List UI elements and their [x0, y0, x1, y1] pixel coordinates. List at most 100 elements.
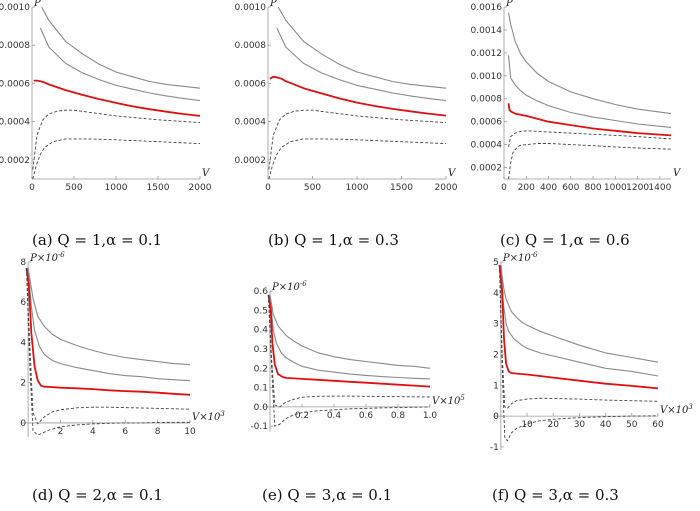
series-line-dashed: [508, 143, 672, 179]
x-tick-label: 0.4: [327, 411, 342, 421]
x-tick-label: 1500: [147, 183, 170, 193]
x-tick-label: 500: [304, 183, 321, 193]
series-line-gray: [269, 294, 431, 380]
x-axis-label: V×103: [660, 403, 693, 416]
series-line-red: [507, 103, 672, 137]
x-tick-label: 0: [265, 183, 271, 193]
y-tick-label: 0.0006: [471, 118, 503, 128]
y-tick-label: -1: [490, 443, 499, 453]
x-tick-label: 1500: [390, 183, 413, 193]
y-tick-label: 0.2: [254, 364, 268, 374]
y-tick-label: 0.4: [254, 326, 269, 336]
x-tick-label: 400: [540, 183, 557, 193]
x-axis-label: V: [448, 168, 457, 179]
x-tick-label: 1200: [626, 183, 649, 193]
caption-e: (e) Q = 3,α = 0.1: [262, 486, 392, 504]
series-line-dashed: [499, 265, 659, 442]
x-tick-label: 30: [574, 420, 586, 430]
x-axis-label: V×103: [192, 410, 225, 423]
y-tick-label: 2: [493, 350, 499, 360]
x-tick-label: 1000: [346, 183, 369, 193]
series-line-dashed: [32, 138, 201, 179]
panel-a: 0.0002 0.0004 0.0006 0.0008 0.0010 0 500 1000 15…: [0, 0, 212, 193]
series-line-red: [267, 294, 431, 388]
x-tick-label: 10: [184, 427, 196, 437]
y-tick-label: 0.0008: [471, 95, 503, 105]
series-line-gray: [269, 294, 431, 369]
x-tick-label: 0.6: [359, 411, 374, 421]
y-axis-label: P: [269, 0, 277, 9]
x-tick-label: 1000: [105, 183, 128, 193]
x-tick-label: 200: [518, 183, 535, 193]
y-tick-label: 0.0004: [471, 141, 503, 151]
series-line-gray: [500, 265, 659, 363]
y-tick-label: 0.1: [254, 384, 268, 394]
x-tick-label: 0: [29, 183, 35, 193]
series-line-gray: [500, 265, 659, 377]
x-tick-label: 20: [548, 420, 560, 430]
y-tick-label: 0.0002: [471, 164, 503, 174]
y-tick-label: 0: [20, 419, 26, 429]
series-line-dashed: [508, 130, 672, 147]
panel-e: -0.1 0.0 0.1 0.2 0.3 0.4 0.5 0.6 0.2 0.4 0.6 0.8 1.0…: [250, 280, 465, 432]
panel-b: 0.0002 0.0004 0.0006 0.0008 0.0010 0 500 1000 15…: [235, 0, 458, 193]
y-tick-label: 4: [493, 289, 499, 299]
series-line-red: [25, 267, 191, 396]
y-tick-label: 0.0: [254, 403, 269, 413]
panel-c: 0.0002 0.0004 0.0006 0.0008 0.0010 0.0012 0.00…: [471, 0, 683, 193]
caption-a: (a) Q = 1,α = 0.1: [32, 231, 162, 249]
x-tick-label: 0: [501, 183, 507, 193]
y-tick-label: 0.0010: [471, 72, 503, 82]
series-line-dashed: [267, 294, 431, 408]
y-tick-label: 0.0016: [471, 3, 503, 13]
series-line-gray: [27, 267, 191, 366]
series-line-dashed: [268, 138, 447, 179]
series-line-dashed: [32, 109, 201, 170]
x-axis-label: V: [202, 168, 211, 179]
y-tick-label: 6: [20, 298, 26, 308]
series-line-dashed: [26, 267, 191, 425]
y-axis-label: P×10-6: [29, 251, 65, 264]
y-tick-label: 0.0004: [235, 118, 267, 128]
series-line-red: [269, 75, 447, 117]
series-line-red: [498, 265, 659, 390]
series-line-gray: [507, 55, 672, 128]
x-tick-label: 2: [58, 427, 64, 437]
series-line-gray: [39, 27, 201, 102]
series-line-gray: [277, 6, 447, 89]
x-tick-label: 60: [652, 420, 664, 430]
x-tick-label: 600: [562, 183, 579, 193]
y-axis-label: P×10-6: [502, 251, 538, 264]
x-tick-label: 800: [584, 183, 601, 193]
caption-c: (c) Q = 1,α = 0.6: [500, 231, 630, 249]
series-line-gray: [27, 267, 191, 382]
y-tick-label: 5: [493, 258, 499, 268]
y-axis-label: P×10-6: [271, 280, 307, 293]
panel-d: 0 2 4 6 8 2 4 6 8 10 P×10-6 V×103: [20, 251, 225, 437]
panel-f: -1 0 1 2 3 4 5 10 20 30 40 50 60 P×10-6 V×103: [490, 251, 693, 453]
y-tick-label: 0.0004: [0, 118, 30, 128]
y-tick-label: 0.3: [254, 345, 268, 355]
y-tick-label: 4: [20, 338, 26, 348]
x-tick-label: 1400: [648, 183, 671, 193]
y-tick-label: 3: [493, 320, 499, 330]
y-axis-label: P: [505, 0, 513, 9]
x-tick-label: 0.8: [391, 411, 406, 421]
y-tick-label: 0.0006: [235, 79, 267, 89]
caption-f: (f) Q = 3,α = 0.3: [492, 486, 619, 504]
series-line-red: [33, 79, 201, 117]
y-tick-label: 8: [20, 258, 26, 268]
y-tick-label: 0.0008: [0, 41, 30, 51]
x-tick-label: 40: [600, 420, 612, 430]
x-axis-label: V×105: [432, 394, 465, 407]
y-axis-label: P: [33, 0, 41, 9]
x-axis-label: V: [673, 168, 682, 179]
y-tick-label: -0.1: [250, 422, 268, 432]
y-tick-label: 2: [20, 379, 26, 389]
caption-d: (d) Q = 2,α = 0.1: [32, 486, 163, 504]
series-line-dashed: [26, 267, 190, 436]
y-tick-label: 0.0008: [235, 41, 267, 51]
y-tick-label: 0.0012: [471, 49, 503, 59]
y-tick-label: 0.5: [254, 306, 268, 316]
